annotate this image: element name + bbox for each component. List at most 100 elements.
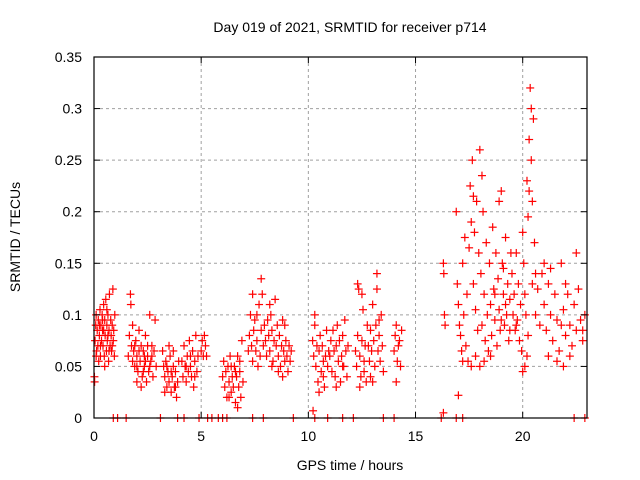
data-point bbox=[248, 290, 257, 299]
data-point bbox=[563, 290, 572, 299]
data-point bbox=[477, 171, 486, 180]
data-point bbox=[250, 316, 259, 325]
data-point bbox=[480, 290, 489, 299]
data-point bbox=[331, 372, 340, 381]
data-point bbox=[456, 331, 465, 340]
data-point bbox=[252, 310, 261, 319]
data-point bbox=[318, 341, 327, 350]
data-point bbox=[487, 331, 496, 340]
data-point bbox=[233, 352, 242, 361]
data-point bbox=[392, 321, 401, 330]
data-point bbox=[186, 352, 195, 361]
data-point bbox=[497, 187, 506, 196]
data-point bbox=[99, 326, 108, 335]
data-point bbox=[231, 367, 240, 376]
data-point bbox=[368, 377, 377, 386]
axis-ticks bbox=[93, 56, 587, 419]
data-point bbox=[332, 383, 341, 392]
y-tick-label: 0 bbox=[74, 410, 82, 426]
data-point bbox=[355, 352, 364, 361]
data-point bbox=[178, 372, 187, 381]
data-point bbox=[351, 346, 360, 355]
data-point bbox=[253, 362, 262, 371]
data-point bbox=[512, 321, 521, 330]
data-point bbox=[185, 336, 194, 345]
data-point bbox=[454, 391, 463, 400]
data-point bbox=[454, 300, 463, 309]
chart-title: Day 019 of 2021, SRMTID for receiver p71… bbox=[213, 19, 486, 35]
data-point bbox=[513, 316, 522, 325]
data-point bbox=[503, 279, 512, 288]
data-point bbox=[565, 321, 574, 330]
data-point bbox=[270, 336, 279, 345]
y-tick-label: 0.15 bbox=[55, 255, 82, 271]
data-point bbox=[495, 197, 504, 206]
data-point bbox=[518, 367, 527, 376]
data-point bbox=[470, 228, 479, 237]
data-point bbox=[490, 290, 499, 299]
data-point bbox=[325, 352, 334, 361]
data-point bbox=[265, 346, 274, 355]
data-point bbox=[100, 362, 109, 371]
data-point bbox=[236, 393, 245, 402]
data-point bbox=[482, 238, 491, 247]
y-tick-label: 0.1 bbox=[63, 307, 83, 323]
data-point bbox=[198, 336, 207, 345]
data-point bbox=[200, 331, 209, 340]
data-point bbox=[141, 357, 150, 366]
data-point bbox=[540, 259, 549, 268]
data-point bbox=[173, 377, 182, 386]
data-point bbox=[527, 104, 536, 113]
data-point bbox=[352, 362, 361, 371]
data-point bbox=[169, 346, 178, 355]
data-point bbox=[313, 377, 322, 386]
data-point bbox=[197, 346, 206, 355]
data-point bbox=[486, 352, 495, 361]
data-point bbox=[526, 83, 535, 92]
data-point bbox=[535, 321, 544, 330]
data-point bbox=[99, 300, 108, 309]
data-point bbox=[317, 367, 326, 376]
data-point bbox=[476, 269, 485, 278]
data-point bbox=[375, 331, 384, 340]
data-point bbox=[190, 357, 199, 366]
data-point bbox=[340, 316, 349, 325]
data-point bbox=[105, 346, 114, 355]
data-point bbox=[481, 336, 490, 345]
data-point bbox=[496, 326, 505, 335]
data-point bbox=[561, 279, 570, 288]
data-point bbox=[559, 362, 568, 371]
y-tick-label: 0.25 bbox=[55, 152, 82, 168]
data-point bbox=[135, 326, 144, 335]
data-point bbox=[356, 372, 365, 381]
data-point bbox=[489, 285, 498, 294]
data-point bbox=[257, 274, 266, 283]
data-point bbox=[353, 331, 362, 340]
data-point bbox=[232, 372, 241, 381]
data-point bbox=[465, 243, 474, 252]
data-point bbox=[544, 352, 553, 361]
data-point bbox=[172, 393, 181, 402]
data-point bbox=[160, 388, 169, 397]
data-point bbox=[342, 372, 351, 381]
data-point bbox=[309, 352, 318, 361]
data-point bbox=[395, 336, 404, 345]
data-point bbox=[106, 316, 115, 325]
data-point bbox=[486, 300, 495, 309]
data-point bbox=[528, 197, 537, 206]
data-point bbox=[517, 346, 526, 355]
data-point bbox=[128, 321, 137, 330]
data-point bbox=[504, 336, 513, 345]
data-point bbox=[328, 326, 337, 335]
data-point bbox=[95, 321, 104, 330]
data-point bbox=[141, 331, 150, 340]
data-point bbox=[552, 357, 561, 366]
data-point bbox=[162, 362, 171, 371]
data-point bbox=[511, 326, 520, 335]
data-point bbox=[379, 367, 388, 376]
data-point bbox=[524, 212, 533, 221]
plot-frame bbox=[93, 56, 588, 419]
data-point bbox=[273, 321, 282, 330]
data-point bbox=[251, 346, 260, 355]
